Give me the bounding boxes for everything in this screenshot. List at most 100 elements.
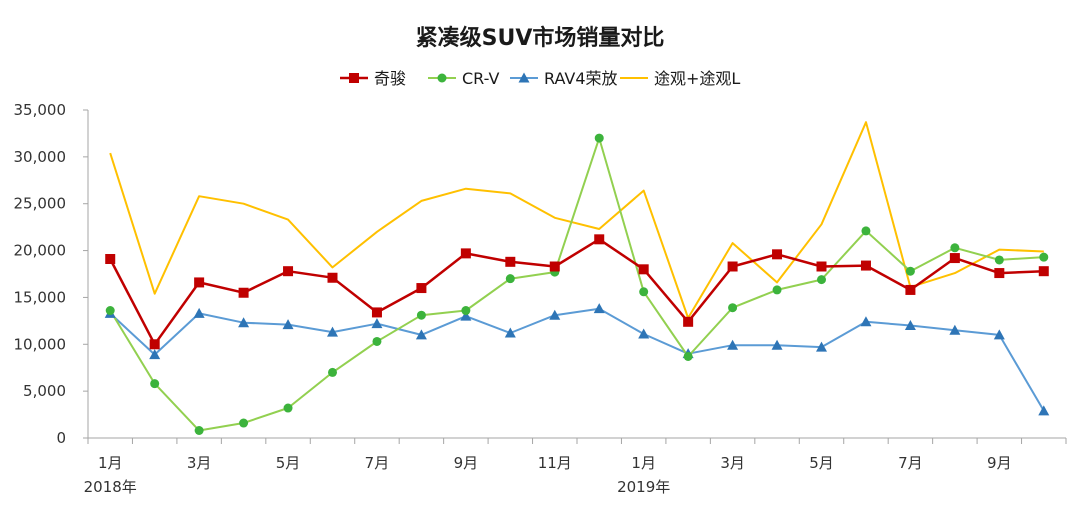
chart-title: 紧凑级SUV市场销量对比 [416, 25, 665, 51]
data-point-2-2 [193, 307, 205, 318]
data-point-0-15 [772, 249, 783, 260]
y-tick-label: 5,000 [23, 382, 66, 400]
data-point-2-19 [949, 324, 961, 335]
data-point-0-5 [327, 272, 338, 283]
chart-axes: 0 5,000 10,000 15,000 20,000 25,000 30,000 35,0… [14, 101, 1067, 496]
data-point-0-11 [594, 234, 605, 245]
x-tick-label: 11月 [538, 454, 572, 472]
year-label: 2019年 [617, 478, 670, 496]
data-point-1-4 [283, 403, 293, 413]
x-tick-label: 3月 [720, 454, 745, 472]
legend-swatch-marker [437, 73, 447, 83]
data-point-0-19 [949, 253, 960, 264]
data-point-0-6 [371, 307, 382, 318]
data-point-1-20 [994, 255, 1004, 265]
data-point-2-21 [1038, 405, 1050, 416]
data-point-2-20 [993, 329, 1005, 340]
data-point-0-8 [460, 248, 471, 259]
year-label: 2018年 [84, 478, 137, 496]
data-point-2-10 [549, 309, 561, 320]
y-tick-label: 20,000 [14, 242, 67, 260]
data-point-1-2 [194, 426, 204, 436]
data-point-0-14 [727, 261, 738, 272]
data-point-0-10 [549, 261, 560, 272]
x-tick-label: 9月 [454, 454, 479, 472]
data-point-0-17 [860, 260, 871, 271]
y-tick-label: 0 [56, 429, 66, 447]
data-point-2-8 [460, 310, 472, 321]
data-point-1-18 [905, 266, 915, 276]
y-tick-label: 25,000 [14, 195, 67, 213]
chart-series-lines [109, 121, 1045, 432]
data-point-2-14 [727, 339, 739, 350]
legend-label: CR-V [462, 69, 499, 88]
chart-legend: 奇骏 CR-V RAV4荣放 途观+途观L [340, 69, 740, 88]
data-point-0-2 [194, 277, 205, 288]
data-point-2-4 [282, 319, 294, 330]
data-point-1-16 [817, 275, 826, 285]
legend-label: RAV4荣放 [544, 69, 618, 88]
data-point-0-16 [816, 261, 827, 272]
data-point-1-17 [861, 226, 871, 236]
data-point-1-19 [950, 243, 960, 253]
series-line-3 [109, 121, 1044, 319]
data-point-2-9 [504, 327, 516, 338]
data-point-2-1 [149, 349, 161, 360]
data-point-0-12 [638, 264, 649, 275]
x-tick-label: 3月 [187, 454, 212, 472]
data-point-1-5 [328, 367, 337, 377]
data-point-1-15 [772, 285, 782, 295]
data-point-0-7 [416, 283, 427, 294]
data-point-1-14 [728, 303, 738, 313]
x-tick-label: 7月 [898, 454, 923, 472]
data-point-2-5 [327, 326, 338, 337]
chart-series-markers [104, 133, 1050, 436]
legend-swatch-marker [349, 73, 359, 83]
data-point-1-0 [105, 306, 115, 316]
data-point-0-21 [1038, 266, 1049, 277]
data-point-1-1 [150, 379, 160, 389]
data-point-0-0 [105, 254, 116, 265]
x-tick-label: 1月 [98, 454, 123, 472]
data-point-0-9 [505, 256, 516, 267]
data-point-0-13 [683, 316, 694, 327]
legend-label: 途观+途观L [654, 69, 740, 88]
data-point-2-6 [371, 318, 383, 329]
series-line-2 [109, 307, 1045, 412]
data-point-2-12 [638, 328, 650, 339]
data-point-2-18 [904, 320, 916, 331]
legend-swatch-marker [518, 72, 530, 83]
data-point-2-16 [816, 341, 827, 352]
series-line-1 [109, 137, 1044, 432]
data-point-1-6 [372, 336, 382, 346]
y-tick-label: 35,000 [14, 101, 67, 119]
data-point-1-9 [505, 274, 515, 284]
data-point-2-11 [593, 303, 605, 314]
x-tick-label: 9月 [987, 454, 1012, 472]
data-point-1-11 [594, 133, 604, 143]
y-tick-label: 15,000 [14, 288, 67, 306]
data-point-1-7 [416, 310, 426, 320]
x-tick-label: 1月 [631, 454, 656, 472]
y-tick-label: 30,000 [14, 148, 67, 166]
data-point-2-17 [860, 316, 872, 327]
data-point-1-3 [239, 418, 249, 428]
data-point-1-8 [461, 306, 471, 316]
data-point-0-20 [994, 268, 1005, 279]
legend-label: 奇骏 [374, 69, 406, 88]
x-tick-label: 5月 [809, 454, 834, 472]
data-point-0-1 [149, 339, 160, 350]
data-point-0-18 [905, 284, 916, 295]
data-point-2-7 [415, 329, 427, 340]
y-tick-label: 10,000 [14, 335, 67, 353]
data-point-2-3 [238, 317, 250, 328]
data-point-1-13 [683, 351, 693, 361]
data-point-0-3 [238, 287, 249, 298]
data-point-0-4 [283, 266, 294, 277]
x-tick-label: 5月 [276, 454, 301, 472]
x-tick-label: 7月 [365, 454, 390, 472]
data-point-2-15 [771, 339, 783, 350]
data-point-1-21 [1039, 252, 1049, 262]
